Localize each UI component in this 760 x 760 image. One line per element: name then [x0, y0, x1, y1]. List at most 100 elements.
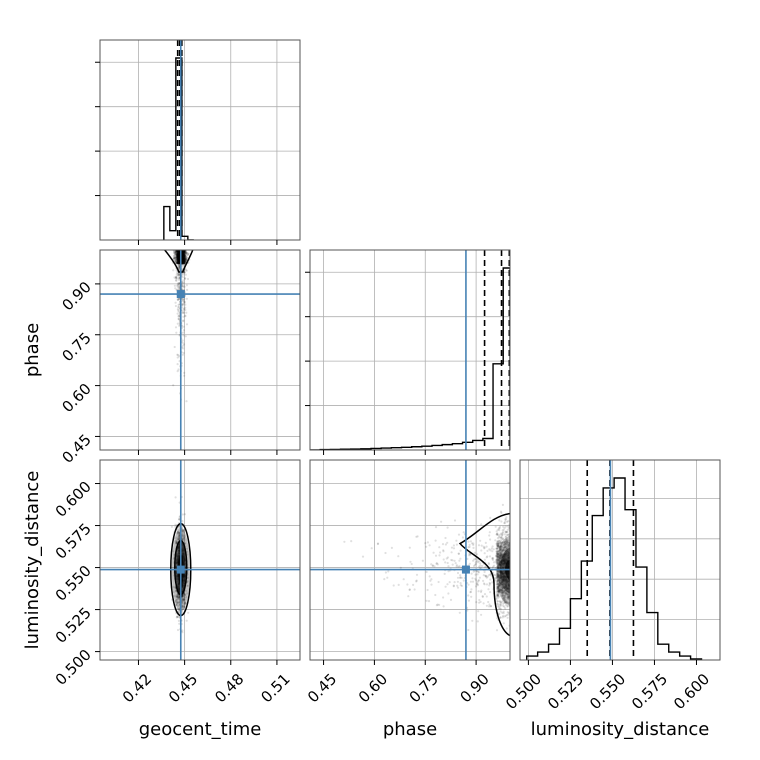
scatter-point	[506, 590, 509, 593]
scatter-point	[502, 580, 506, 583]
scatter-point	[502, 560, 505, 563]
scatter-point	[175, 595, 179, 598]
scatter-point	[501, 592, 504, 595]
scatter-point	[496, 552, 499, 555]
scatter-point	[181, 264, 184, 267]
scatter-point	[501, 533, 504, 536]
scatter-point	[506, 593, 509, 596]
scatter-point	[176, 557, 180, 560]
scatter-point	[473, 563, 477, 567]
scatter-point	[498, 553, 501, 556]
scatter-point	[499, 547, 502, 551]
scatter-point	[497, 589, 500, 592]
scatter-point	[181, 298, 185, 302]
scatter-point	[480, 613, 483, 616]
scatter-point	[500, 573, 503, 576]
scatter-point	[495, 533, 498, 536]
scatter-point	[178, 277, 181, 280]
scatter-point	[496, 574, 499, 578]
scatter-point	[497, 582, 500, 586]
scatter-point	[497, 595, 500, 598]
scatter-point	[499, 543, 502, 546]
scatter-point	[177, 546, 180, 550]
scatter-point	[183, 559, 186, 562]
scatter-point	[458, 611, 461, 614]
scatter-point	[500, 545, 503, 548]
scatter-point	[496, 537, 499, 540]
scatter-point	[501, 562, 504, 566]
scatter-point	[501, 546, 504, 549]
scatter-point	[174, 599, 177, 603]
scatter-point	[174, 256, 177, 259]
scatter-point	[503, 615, 506, 618]
scatter-point	[504, 557, 507, 561]
scatter-point	[182, 581, 185, 584]
scatter-point	[176, 363, 179, 366]
scatter-point	[497, 594, 500, 597]
scatter-point	[498, 562, 501, 566]
scatter-point	[500, 541, 503, 544]
scatter-point	[499, 542, 502, 545]
scatter-point	[502, 574, 505, 577]
scatter-point	[428, 575, 431, 578]
scatter-point	[501, 591, 504, 594]
scatter-point	[505, 559, 508, 562]
scatter-point	[178, 587, 181, 590]
scatter-point	[176, 615, 179, 619]
scatter-point	[506, 596, 509, 599]
scatter-point	[183, 578, 186, 581]
scatter-point	[470, 542, 474, 545]
scatter-point	[498, 583, 501, 587]
scatter-point	[178, 622, 181, 625]
scatter-point	[182, 343, 186, 346]
scatter-point	[502, 578, 505, 581]
scatter-point	[438, 546, 441, 549]
scatter-point	[500, 561, 503, 565]
scatter-point	[175, 561, 178, 564]
scatter-point	[498, 584, 501, 587]
scatter-point	[183, 300, 186, 303]
scatter-point	[506, 541, 509, 544]
scatter-point	[497, 565, 500, 568]
scatter-point	[176, 554, 179, 557]
scatter-point	[499, 545, 502, 548]
scatter-point	[499, 581, 502, 584]
scatter-point	[487, 562, 490, 565]
scatter-point	[175, 555, 178, 558]
scatter-point	[431, 564, 434, 567]
scatter-point	[185, 584, 189, 587]
scatter-point	[498, 562, 502, 565]
scatter-point	[501, 532, 504, 535]
scatter-point	[488, 573, 491, 577]
scatter-point	[494, 539, 497, 542]
scatter-point	[504, 614, 507, 618]
scatter-point	[182, 534, 185, 537]
scatter-point	[184, 259, 187, 262]
scatter-point	[184, 252, 187, 255]
scatter-point	[178, 268, 181, 271]
scatter-point	[507, 554, 510, 557]
scatter-point	[497, 557, 500, 561]
scatter-point	[186, 253, 189, 257]
scatter-point	[488, 584, 491, 587]
scatter-point	[176, 581, 179, 584]
scatter-point	[504, 591, 507, 595]
scatter-point	[507, 602, 510, 605]
scatter-point	[488, 603, 491, 606]
scatter-point	[183, 573, 186, 577]
scatter-point	[504, 585, 508, 588]
x-axis-label-luminosity-distance: luminosity_distance	[531, 719, 710, 740]
scatter-point	[177, 298, 180, 301]
scatter-point	[175, 561, 178, 564]
scatter-point	[178, 586, 181, 589]
scatter-point	[477, 544, 481, 547]
scatter-point	[500, 601, 503, 604]
scatter-point	[503, 579, 506, 582]
scatter-point	[496, 586, 499, 589]
scatter-point	[434, 593, 437, 597]
scatter-point	[497, 544, 500, 547]
scatter-point	[456, 571, 460, 575]
scatter-point	[504, 549, 507, 552]
scatter-point	[499, 581, 502, 584]
scatter-point	[174, 253, 177, 256]
